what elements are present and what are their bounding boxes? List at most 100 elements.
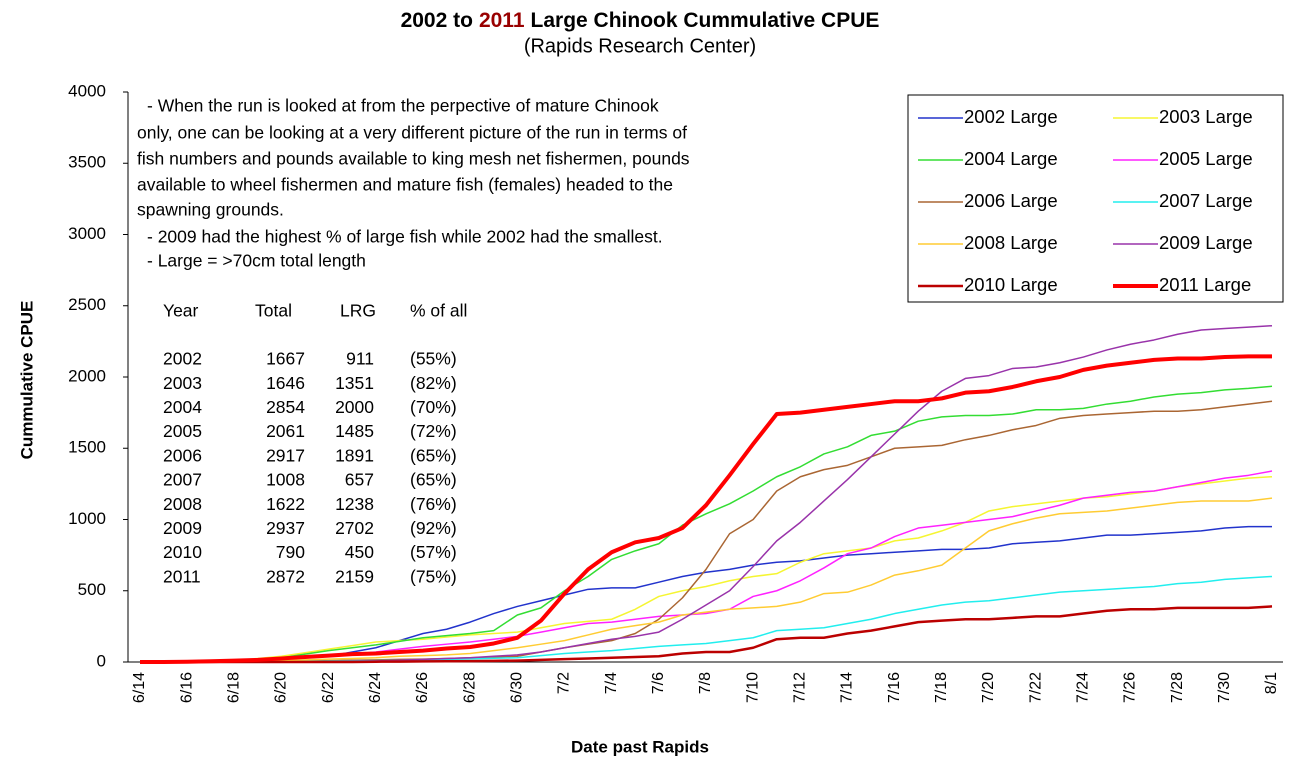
annotation-line: only, one can be looking at a very diffe… — [137, 123, 687, 143]
table-cell: 2159 — [335, 566, 374, 586]
table-header: % of all — [410, 301, 467, 321]
y-tick-label: 1500 — [68, 438, 106, 457]
legend-label: 2006 Large — [964, 190, 1058, 211]
x-tick-label: 7/28 — [1169, 672, 1186, 703]
legend-label: 2011 Large — [1159, 274, 1251, 295]
x-tick-label: 7/22 — [1027, 672, 1044, 703]
y-tick-label: 4000 — [68, 81, 106, 100]
annotation-line: - When the run is looked at from the per… — [147, 96, 659, 116]
x-tick-label: 7/14 — [839, 672, 856, 703]
table-cell: 1667 — [266, 349, 305, 369]
table-cell: 2061 — [266, 421, 305, 441]
chart-subtitle: (Rapids Research Center) — [524, 35, 756, 57]
legend-label: 2009 Large — [1159, 232, 1253, 253]
table-cell: (82%) — [410, 373, 457, 393]
annotation-line: spawning grounds. — [137, 200, 284, 220]
annotation-line: - 2009 had the highest % of large fish w… — [147, 227, 663, 247]
table-cell: 657 — [345, 470, 374, 490]
x-tick-label: 7/6 — [650, 672, 667, 694]
series-line — [140, 525, 1272, 663]
x-tick-label: 6/28 — [461, 672, 478, 703]
table-cell: 1351 — [335, 373, 374, 393]
table-cell: (57%) — [410, 542, 457, 562]
x-tick-label: 7/12 — [792, 672, 809, 703]
table-cell: (65%) — [410, 470, 457, 490]
series-line — [140, 400, 1273, 663]
table-cell: 2872 — [266, 566, 305, 586]
table-cell: (70%) — [410, 397, 457, 417]
y-axis-label: Cummulative CPUE — [17, 301, 36, 460]
table-cell: (65%) — [410, 445, 457, 465]
table-cell: 1485 — [335, 421, 374, 441]
table-cell: 2000 — [335, 397, 374, 417]
x-tick-label: 7/20 — [980, 672, 997, 703]
table-cell: 911 — [346, 349, 374, 369]
x-tick-label: 7/10 — [744, 672, 761, 703]
title-part: Large Chinook Cummulative CPUE — [531, 9, 880, 32]
table-cell: 2005 — [163, 421, 202, 441]
legend-box — [907, 94, 1284, 303]
table-cell: 2702 — [335, 518, 374, 538]
table-cell: 2917 — [266, 445, 305, 465]
x-tick-label: 7/16 — [886, 672, 903, 703]
table-cell: 2854 — [266, 397, 305, 417]
x-tick-label: 6/16 — [178, 672, 195, 703]
table-header: Total — [255, 301, 292, 321]
table-cell: 2008 — [163, 494, 202, 514]
x-tick-label: 8/1 — [1263, 672, 1280, 694]
title-part: 2011 — [479, 9, 525, 32]
x-tick-label: 6/26 — [414, 672, 431, 703]
table-cell: (92%) — [410, 518, 457, 538]
legend-label: 2007 Large — [1159, 190, 1253, 211]
x-tick-label: 7/18 — [933, 672, 950, 703]
series-line — [140, 385, 1273, 663]
table-cell: 2011 — [163, 566, 201, 586]
y-tick-label: 500 — [78, 580, 106, 599]
table-cell: 2010 — [163, 542, 202, 562]
x-tick-label: 6/24 — [367, 672, 384, 703]
annotation-line: fish numbers and pounds available to kin… — [137, 149, 690, 169]
series-line — [140, 354, 1272, 664]
x-tick-label: 6/22 — [320, 672, 337, 703]
table-cell: 790 — [276, 542, 305, 562]
legend-label: 2005 Large — [1159, 148, 1253, 169]
x-tick-label: 6/18 — [226, 672, 243, 703]
legend-label: 2010 Large — [964, 274, 1058, 295]
series-line — [140, 605, 1273, 664]
y-tick-label: 1000 — [68, 509, 106, 528]
table-cell: 1891 — [335, 445, 374, 465]
x-tick-label: 6/20 — [273, 672, 290, 703]
table-header: LRG — [340, 301, 376, 321]
table-cell: 1622 — [266, 494, 305, 514]
table-cell: (55%) — [410, 349, 457, 369]
annotation-line: - Large = >70cm total length — [147, 251, 366, 271]
table-cell: 1646 — [266, 373, 305, 393]
x-tick-label: 6/30 — [509, 672, 526, 703]
x-tick-label: 7/2 — [556, 672, 573, 694]
series-line — [140, 470, 1273, 663]
x-tick-label: 6/14 — [131, 672, 148, 703]
table-cell: (76%) — [410, 494, 457, 514]
table-cell: 2002 — [163, 349, 202, 369]
y-tick-label: 3500 — [68, 153, 106, 172]
x-tick-label: 7/24 — [1075, 672, 1092, 703]
table-cell: 2004 — [163, 397, 202, 417]
x-tick-label: 7/4 — [603, 672, 620, 694]
table-cell: (75%) — [410, 566, 457, 586]
table-cell: 1008 — [266, 470, 305, 490]
table-cell: 2003 — [163, 373, 202, 393]
legend-label: 2002 Large — [964, 106, 1058, 127]
x-tick-label: 7/26 — [1122, 672, 1139, 703]
table-cell: 2006 — [163, 445, 202, 465]
x-axis-label: Date past Rapids — [571, 737, 709, 756]
table-cell: 1238 — [335, 494, 374, 514]
y-tick-label: 2000 — [68, 366, 106, 385]
table-cell: 2009 — [163, 518, 202, 538]
table-cell: 2007 — [163, 470, 202, 490]
x-tick-label: 7/30 — [1216, 672, 1233, 703]
y-tick-label: 3000 — [68, 224, 106, 243]
table-cell: 2937 — [266, 518, 305, 538]
y-tick-label: 0 — [97, 651, 106, 670]
series-line — [140, 575, 1273, 663]
